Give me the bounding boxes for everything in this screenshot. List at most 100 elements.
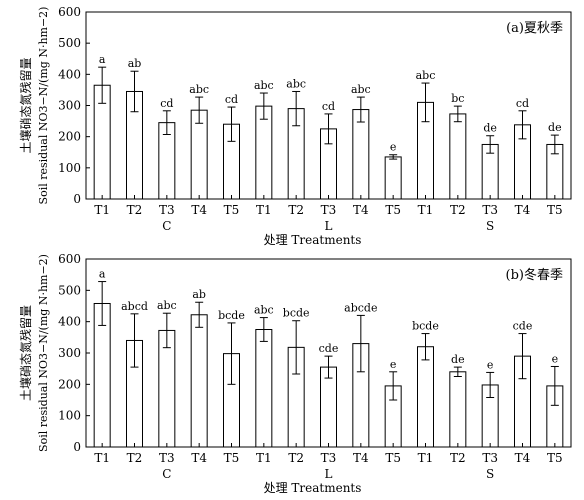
x-tick-label: T3 — [159, 203, 175, 217]
x-tick-label: T4 — [515, 451, 531, 465]
group-label: C — [162, 467, 171, 481]
y-tick-label: 600 — [58, 5, 81, 19]
chart-panel-b: 0 100 200 300 400 500 600 a T1 abcd T2 abc T3 ab T4 bcd… — [18, 252, 572, 495]
significance-letter: cd — [322, 100, 335, 113]
y-tick-label: 0 — [73, 192, 81, 206]
x-tick-label: T4 — [353, 451, 369, 465]
y-tick-label: 300 — [58, 99, 81, 113]
y-axis-title-zh: 土壤硝态氮残留量 — [18, 305, 33, 401]
significance-letter: bcde — [412, 320, 439, 333]
x-tick-label: T1 — [256, 451, 272, 465]
y-tick-label: 200 — [58, 377, 81, 391]
group-label: L — [325, 467, 333, 481]
significance-letter: de — [483, 122, 497, 135]
significance-letter: ab — [192, 288, 206, 301]
bar — [190, 314, 208, 448]
y-tick-label: 100 — [58, 161, 81, 175]
y-tick-label: 400 — [58, 67, 81, 81]
y-tick-label: 100 — [58, 409, 81, 423]
x-tick-label: T2 — [288, 451, 304, 465]
significance-letter: bcde — [283, 307, 310, 320]
significance-letter: abc — [416, 69, 436, 82]
group-label: C — [162, 219, 171, 233]
y-tick-label: 0 — [73, 440, 81, 454]
bar — [320, 366, 337, 448]
x-tick-label: T3 — [321, 451, 337, 465]
x-tick-label: T4 — [353, 203, 369, 217]
significance-letter: e — [487, 358, 494, 371]
significance-letter: de — [451, 353, 465, 366]
bar — [255, 329, 273, 448]
significance-letter: e — [390, 358, 397, 371]
x-tick-label: T5 — [224, 451, 240, 465]
chart-panel-a: 0 100 200 300 400 500 600 a T1 ab T2 cd T3 abc T4 cd T5 a… — [18, 5, 572, 247]
x-tick-label: T5 — [385, 203, 401, 217]
significance-letter: abc — [157, 299, 177, 312]
x-tick-label: T1 — [418, 203, 434, 217]
group-label: L — [325, 219, 333, 233]
y-axis-title-zh: 土壤硝态氮残留量 — [18, 57, 33, 153]
x-tick-label: T2 — [127, 451, 143, 465]
bar — [449, 371, 467, 448]
x-tick-label: T3 — [482, 203, 498, 217]
x-tick-label: T1 — [418, 451, 434, 465]
x-tick-label: T2 — [127, 203, 143, 217]
x-axis-title: 处理 Treatments — [264, 233, 362, 247]
significance-letter: cd — [160, 97, 173, 110]
x-tick-label: T3 — [321, 203, 337, 217]
y-axis-title-en: Soil residual NO3−N/(mg N·hm−2) — [37, 254, 50, 452]
x-tick-label: T4 — [191, 203, 207, 217]
x-tick-label: T5 — [547, 203, 563, 217]
y-tick-label: 200 — [58, 130, 81, 144]
y-tick-label: 500 — [58, 36, 81, 50]
x-tick-label: T5 — [224, 203, 240, 217]
significance-letter: cd — [225, 93, 238, 106]
significance-letter: ab — [128, 57, 142, 70]
panel-label: (b)冬春季 — [506, 267, 563, 283]
x-tick-label: T4 — [191, 451, 207, 465]
x-tick-label: T5 — [385, 451, 401, 465]
significance-letter: abcde — [344, 301, 377, 314]
significance-letter: de — [548, 121, 562, 134]
significance-letter: a — [99, 53, 106, 66]
bar — [384, 156, 402, 200]
y-tick-label: 400 — [58, 315, 81, 329]
significance-letter: cde — [513, 320, 533, 333]
y-tick-label: 600 — [58, 252, 81, 266]
significance-letter: e — [390, 141, 397, 154]
x-tick-label: T1 — [256, 203, 272, 217]
x-tick-label: T3 — [159, 451, 175, 465]
x-tick-label: T2 — [288, 203, 304, 217]
significance-letter: cd — [516, 97, 529, 110]
bar — [417, 346, 434, 448]
y-tick-label: 300 — [58, 346, 81, 360]
significance-letter: abc — [351, 83, 371, 96]
group-label: S — [486, 467, 494, 481]
x-tick-label: T1 — [94, 451, 110, 465]
y-tick-label: 500 — [58, 283, 81, 297]
bar — [255, 105, 273, 200]
x-tick-label: T2 — [450, 203, 466, 217]
significance-letter: abc — [189, 83, 209, 96]
x-tick-label: T5 — [547, 451, 563, 465]
significance-letter: bc — [451, 92, 464, 105]
y-axis-title-en: Soil residual NO3−N/(mg N·hm−2) — [37, 7, 50, 205]
significance-letter: abc — [254, 304, 274, 317]
significance-letter: abcd — [121, 300, 148, 313]
x-tick-label: T3 — [482, 451, 498, 465]
x-tick-label: T1 — [94, 203, 110, 217]
significance-letter: abc — [254, 79, 274, 92]
bar — [449, 113, 467, 200]
significance-letter: cde — [319, 342, 339, 355]
significance-letter: a — [99, 268, 106, 281]
bar — [352, 109, 370, 200]
group-label: S — [486, 219, 494, 233]
x-axis-title: 处理 Treatments — [264, 481, 362, 495]
significance-letter: e — [552, 352, 559, 365]
significance-letter: abc — [286, 77, 306, 90]
significance-letter: bcde — [218, 309, 245, 322]
panel-label: (a)夏秋季 — [506, 21, 563, 36]
x-tick-label: T4 — [515, 203, 531, 217]
